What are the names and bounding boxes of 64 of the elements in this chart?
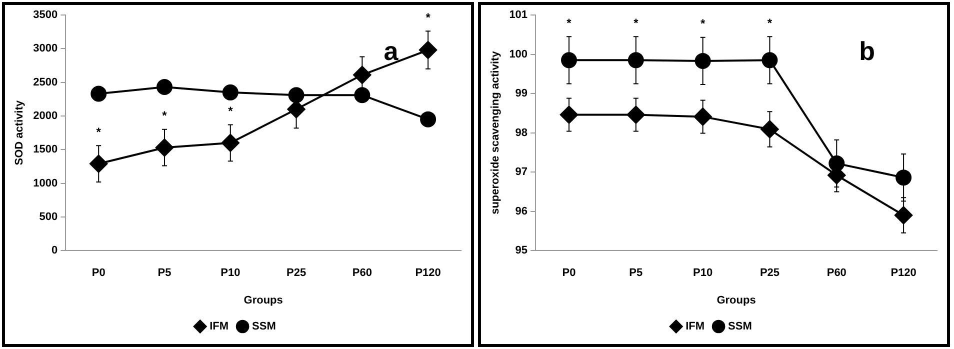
y-tick-label: 101 (509, 9, 528, 22)
y-tick-label: 95 (515, 244, 528, 257)
y-tick-label: 100 (509, 48, 528, 60)
y-axis-title: superoxide scavenging activity (490, 50, 502, 214)
y-tick-label: 98 (515, 126, 528, 139)
point (90, 86, 107, 102)
data-label: * (162, 108, 168, 123)
legend-label: SSM (728, 320, 752, 333)
legend-label: IFM (210, 320, 229, 333)
point (694, 108, 712, 126)
x-tick-label: P120 (890, 267, 916, 280)
data-label: * (767, 16, 772, 30)
data-label: * (634, 16, 639, 30)
y-axis-title: SOD activity (14, 100, 26, 166)
x-tick-label: P120 (415, 267, 441, 280)
x-axis-title: Groups (716, 294, 756, 306)
point (561, 52, 578, 68)
point (353, 66, 372, 84)
x-tick-label: P0 (92, 267, 106, 280)
legend-label: SSM (252, 320, 276, 333)
y-tick-label: 500 (39, 210, 58, 223)
data-label: * (566, 16, 572, 30)
data-label: * (700, 16, 706, 31)
point (628, 52, 644, 68)
y-tick-label: 0 (52, 244, 58, 257)
y-tick-label: 2000 (33, 110, 58, 122)
x-tick-label: P60 (352, 267, 372, 280)
annotation: b (859, 36, 875, 66)
point (156, 79, 173, 96)
point (354, 87, 370, 104)
point (221, 134, 240, 152)
x-tick-label: P25 (286, 267, 306, 280)
y-tick-label: 99 (515, 88, 528, 100)
point (156, 138, 174, 157)
point (420, 111, 436, 128)
data-label: * (228, 104, 234, 118)
point (694, 52, 711, 69)
y-tick-label: 1500 (33, 144, 58, 156)
x-tick-label: P10 (693, 267, 713, 280)
point (896, 170, 912, 186)
x-tick-label: P60 (826, 267, 846, 280)
y-tick-label: 3000 (33, 42, 58, 55)
y-tick-label: 1000 (33, 177, 58, 190)
point (90, 154, 108, 173)
x-tick-label: P0 (562, 267, 576, 280)
x-axis-title: Groups (244, 294, 283, 306)
point (560, 106, 578, 124)
point (626, 106, 645, 124)
data-label: * (96, 124, 102, 139)
y-tick-label: 97 (515, 166, 528, 178)
data-label: * (426, 10, 431, 24)
legend-label: IFM (686, 320, 705, 333)
point (288, 87, 304, 104)
x-tick-label: P25 (760, 267, 780, 280)
y-tick-label: 2500 (33, 76, 58, 88)
point (894, 206, 913, 224)
y-tick-label: 3500 (33, 9, 58, 22)
annotation: a (384, 36, 399, 66)
point (222, 84, 238, 100)
x-tick-label: P10 (220, 267, 240, 280)
y-tick-label: 96 (515, 205, 528, 218)
point (762, 52, 778, 68)
x-tick-label: P5 (629, 267, 643, 280)
x-tick-label: P5 (158, 267, 172, 280)
